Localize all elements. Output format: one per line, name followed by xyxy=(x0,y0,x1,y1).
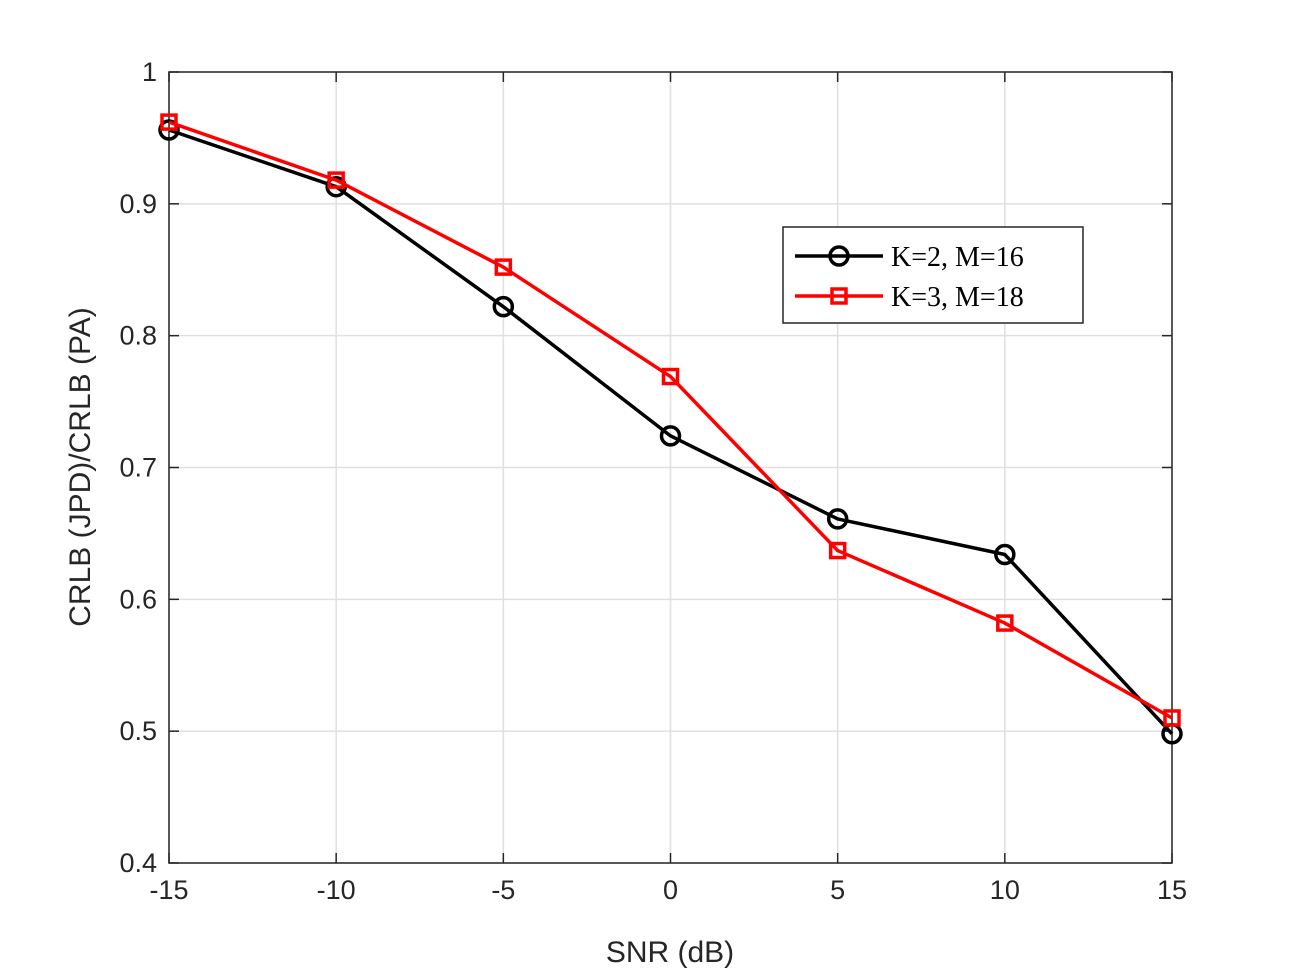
series-layer xyxy=(158,113,1183,745)
legend-square-marker xyxy=(830,287,848,305)
y-tick-label: 0.6 xyxy=(119,584,157,614)
circle-data-point xyxy=(492,295,515,318)
x-tick-label: -10 xyxy=(317,875,356,905)
y-tick-label: 0.8 xyxy=(119,321,157,351)
grid xyxy=(168,71,1173,864)
x-tick-label: 10 xyxy=(990,875,1020,905)
plot-area-frame xyxy=(168,71,1173,864)
y-tick-label: 1 xyxy=(142,57,157,87)
square-data-point xyxy=(996,614,1014,632)
x-tick-label: -5 xyxy=(491,875,515,905)
square-data-point xyxy=(1163,709,1181,727)
x-axis-label: SNR (dB) xyxy=(606,936,734,969)
legend: K=2, M=16 K=3, M=18 xyxy=(782,226,1084,324)
legend-circle-marker xyxy=(828,245,850,267)
legend-entry: K=2, M=16 xyxy=(795,242,1024,273)
y-tick-label: 0.5 xyxy=(119,716,157,746)
square-data-point xyxy=(661,367,680,386)
x-tick-labels: -15 -10 -5 0 5 10 15 xyxy=(149,875,1187,905)
series-2 xyxy=(160,113,1181,727)
square-data-point xyxy=(828,541,847,560)
square-data-point xyxy=(494,258,513,276)
x-tick-label: -15 xyxy=(149,875,188,905)
y-tick-labels: 0.4 0.5 0.6 0.7 0.8 0.9 1 xyxy=(119,57,157,878)
series-line xyxy=(168,120,1173,720)
x-tick-label: 5 xyxy=(830,875,845,905)
square-data-point xyxy=(327,171,345,189)
y-tick-label: 0.7 xyxy=(119,453,157,483)
y-axis-label: CRLB (JPD)/CRLB (PA) xyxy=(64,307,97,626)
y-tick-label: 0.4 xyxy=(119,848,157,878)
square-data-point xyxy=(160,113,178,131)
legend-entry: K=3, M=18 xyxy=(795,282,1024,313)
circle-data-point xyxy=(994,543,1016,566)
legend-label: K=2, M=16 xyxy=(891,242,1024,273)
legend-box xyxy=(782,226,1084,324)
x-tick-label: 15 xyxy=(1157,875,1187,905)
circle-data-point xyxy=(158,119,180,141)
circle-data-point xyxy=(826,508,849,530)
x-tick-label: 0 xyxy=(663,875,678,905)
y-tick-label: 0.9 xyxy=(119,189,157,219)
legend-label: K=3, M=18 xyxy=(891,282,1024,313)
circle-data-point xyxy=(659,425,682,447)
